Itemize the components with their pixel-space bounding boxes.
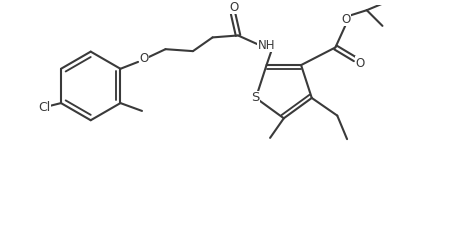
Text: Cl: Cl [38,101,50,115]
Text: O: O [356,57,364,70]
Text: O: O [230,0,239,14]
Text: S: S [251,91,259,104]
Text: O: O [342,12,351,25]
Text: O: O [140,52,148,65]
Text: NH: NH [258,39,275,52]
